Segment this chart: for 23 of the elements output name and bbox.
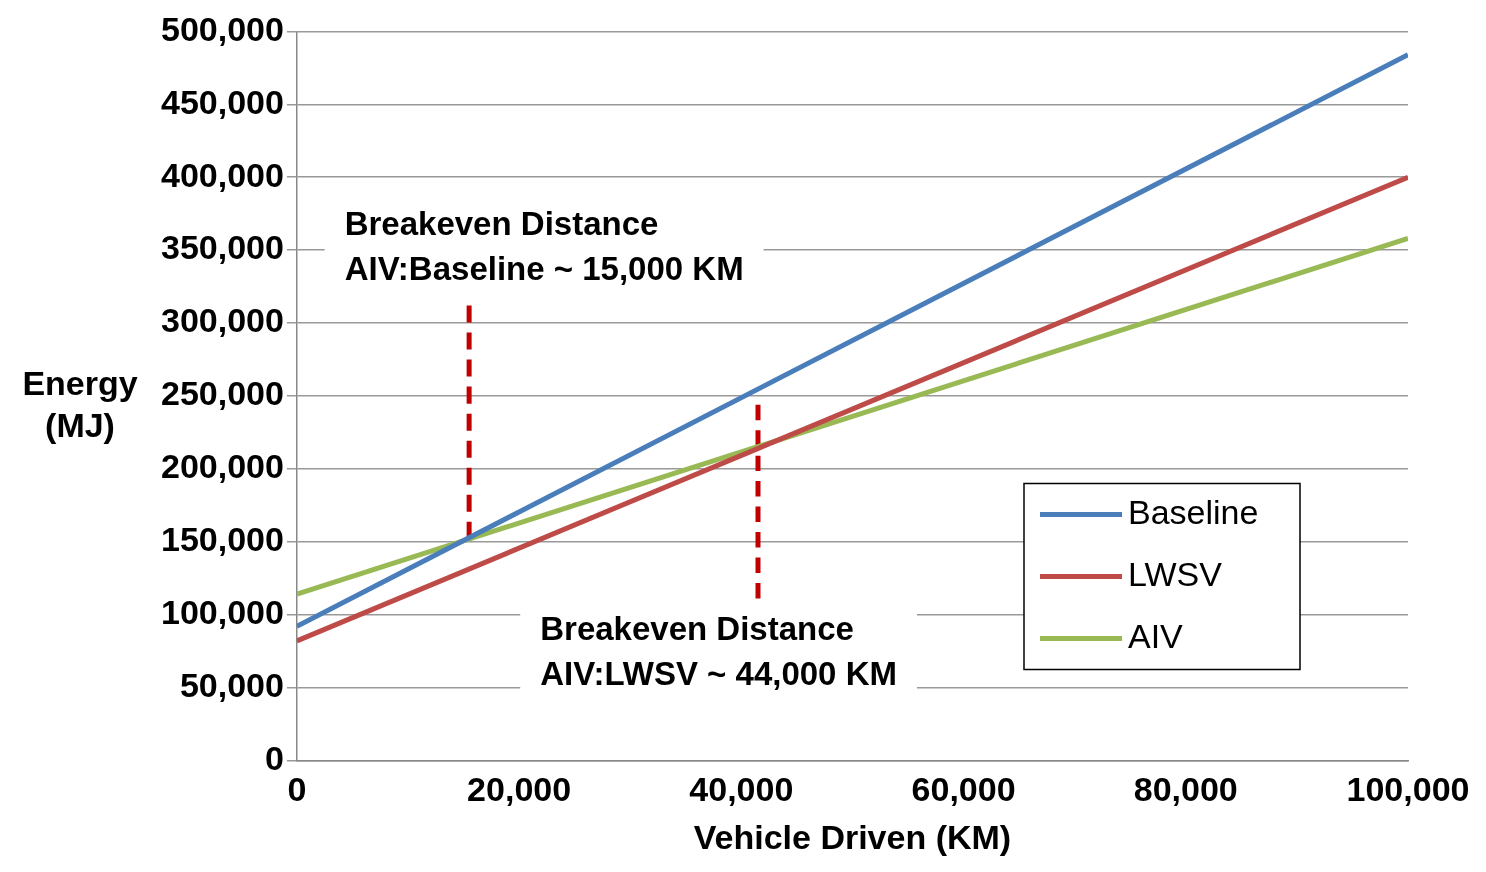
x-tick-label: 100,000 — [1346, 770, 1470, 809]
x-axis-title: Vehicle Driven (KM) — [693, 817, 1012, 856]
y-tick-label: 50,000 — [179, 665, 284, 704]
legend-label: Baseline — [1128, 492, 1259, 531]
y-tick-label: 250,000 — [161, 374, 284, 413]
y-tick-label: 500,000 — [161, 9, 284, 48]
annotation: Breakeven Distance AIV:Baseline ~ 15,000 KM — [344, 204, 744, 287]
y-tick-label: 450,000 — [161, 82, 284, 121]
y-tick-label: 350,000 — [161, 228, 284, 267]
legend-label: LWSV — [1128, 554, 1223, 593]
x-tick-label: 20,000 — [467, 770, 572, 809]
y-tick-label: 400,000 — [161, 155, 284, 194]
y-axis-title: Energy (MJ) — [22, 364, 138, 445]
x-tick-label: 60,000 — [911, 770, 1016, 809]
x-tick-label: 40,000 — [689, 770, 794, 809]
annotation: Breakeven Distance AIV:LWSV ~ 44,000 KM — [540, 610, 897, 693]
x-tick-label: 80,000 — [1133, 770, 1238, 809]
legend-label: AIV — [1128, 616, 1184, 655]
y-tick-label: 100,000 — [161, 592, 284, 631]
y-tick-label: 200,000 — [161, 447, 284, 486]
y-tick-label: 300,000 — [161, 301, 284, 340]
y-tick-label: 150,000 — [161, 520, 284, 559]
y-tick-label: 0 — [264, 738, 284, 777]
